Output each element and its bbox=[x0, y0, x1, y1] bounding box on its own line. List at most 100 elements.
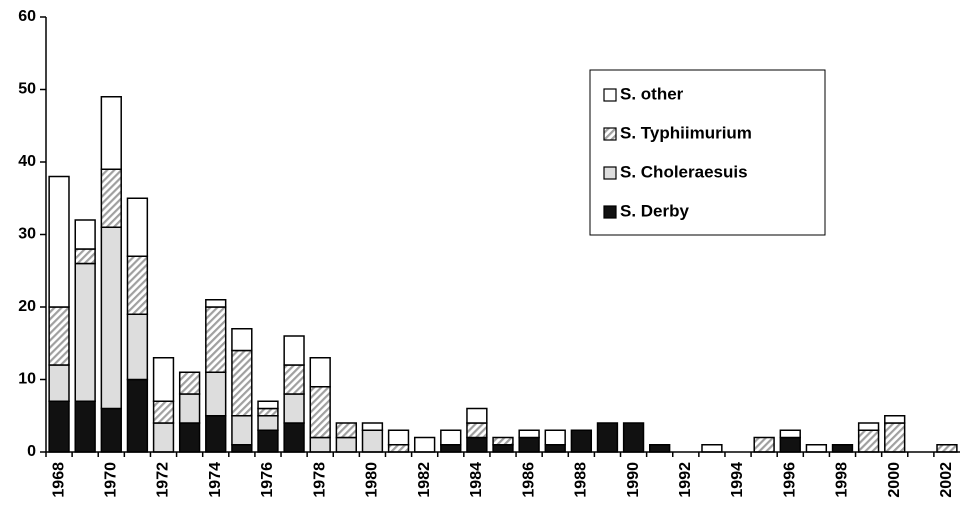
legend-label: S. other bbox=[620, 84, 684, 103]
x-tick-label: 1998 bbox=[834, 462, 851, 498]
legend-label: S. Choleraesuis bbox=[620, 162, 748, 181]
bar-segment bbox=[178, 422, 201, 453]
x-tick-label: 1976 bbox=[259, 462, 276, 498]
bar-segment bbox=[544, 429, 566, 446]
bar-segment bbox=[231, 415, 253, 446]
legend-label: S. Derby bbox=[620, 201, 690, 220]
x-tick-label: 1974 bbox=[207, 462, 224, 498]
bar-segment bbox=[466, 436, 488, 453]
bar-segment bbox=[152, 422, 175, 453]
bar-segment bbox=[231, 349, 253, 417]
bar-segment bbox=[309, 436, 331, 453]
bar-segment bbox=[126, 197, 149, 257]
x-tick-label: 2002 bbox=[938, 462, 955, 498]
bar-segment bbox=[283, 335, 305, 366]
x-tick-label: 1984 bbox=[468, 462, 485, 498]
legend-label: S. Typhiimurium bbox=[620, 123, 752, 142]
bar-segment bbox=[74, 248, 96, 265]
y-tick-label: 60 bbox=[18, 8, 36, 25]
x-tick-label: 1980 bbox=[364, 462, 381, 498]
legend: S. other S. Typhiimurium S. Choleraesuis S.… bbox=[589, 69, 826, 236]
bar-segment bbox=[492, 444, 514, 453]
x-tick-label: 1988 bbox=[573, 462, 590, 498]
bar-segment bbox=[701, 444, 723, 453]
bar-segment bbox=[205, 299, 227, 308]
y-tick-label: 0 bbox=[27, 443, 36, 460]
legend-swatch bbox=[603, 166, 617, 180]
legend-swatch bbox=[603, 127, 617, 141]
bar-segment bbox=[48, 175, 70, 308]
bar-segment bbox=[309, 357, 331, 388]
x-tick-label: 1982 bbox=[416, 462, 433, 498]
bar-segment bbox=[779, 429, 801, 439]
bar-segment bbox=[779, 436, 801, 453]
legend-swatch bbox=[603, 205, 617, 219]
bar-segment bbox=[126, 378, 149, 453]
x-tick-label: 2000 bbox=[886, 462, 903, 498]
bar-segment bbox=[152, 400, 175, 424]
y-tick-label: 40 bbox=[18, 153, 36, 170]
bar-segment bbox=[126, 255, 149, 315]
bar-segment bbox=[74, 219, 96, 250]
bar-segment bbox=[283, 364, 305, 395]
bar-segment bbox=[178, 393, 201, 424]
x-tick-label: 1970 bbox=[103, 462, 120, 498]
bar-segment bbox=[48, 306, 70, 366]
bar-segment bbox=[257, 415, 279, 431]
bar-segment bbox=[309, 386, 331, 439]
bar-segment bbox=[440, 444, 462, 453]
bar-segment bbox=[884, 422, 906, 453]
y-tick-label: 50 bbox=[18, 81, 36, 98]
bar-segment bbox=[231, 328, 253, 352]
bar-segment bbox=[152, 357, 175, 402]
bar-segment bbox=[570, 429, 593, 453]
bar-segment bbox=[518, 429, 540, 439]
bar-segment bbox=[466, 407, 488, 424]
bar-segment bbox=[857, 422, 880, 431]
bar-segment bbox=[753, 436, 775, 453]
bar-segment bbox=[100, 226, 122, 410]
y-tick-label: 30 bbox=[18, 226, 36, 243]
bar-segment bbox=[178, 371, 201, 395]
bar-segment bbox=[361, 422, 384, 431]
bar-segment bbox=[805, 444, 828, 453]
bar-segment bbox=[387, 444, 410, 453]
x-tick-label: 1968 bbox=[50, 462, 67, 498]
legend-swatch bbox=[603, 88, 617, 102]
bar-segment bbox=[518, 436, 540, 453]
legend-box bbox=[589, 69, 826, 236]
bar-segment bbox=[205, 371, 227, 417]
x-tick-label: 1996 bbox=[781, 462, 798, 498]
bar-segment bbox=[205, 415, 227, 453]
y-tick-label: 20 bbox=[18, 298, 36, 315]
bar-segment bbox=[466, 422, 488, 439]
bar-segment bbox=[440, 429, 462, 446]
x-tick-label: 1978 bbox=[311, 462, 328, 498]
bar-segment bbox=[335, 422, 357, 439]
bar-segment bbox=[649, 444, 671, 453]
bar-segment bbox=[74, 400, 96, 453]
bar-segment bbox=[205, 306, 227, 373]
x-tick-label: 1990 bbox=[625, 462, 642, 498]
bar-segment bbox=[257, 429, 279, 453]
bar-segment bbox=[361, 429, 384, 453]
y-tick-label: 10 bbox=[18, 371, 36, 388]
x-tick-label: 1972 bbox=[155, 462, 172, 498]
bar-segment bbox=[231, 444, 253, 453]
bar-segment bbox=[596, 422, 619, 453]
bar-segment bbox=[74, 262, 96, 402]
bar-segment bbox=[283, 422, 305, 453]
bar-segment bbox=[257, 400, 279, 410]
x-tick-label: 1992 bbox=[677, 462, 694, 498]
bar-segment bbox=[857, 429, 880, 453]
bar-segment bbox=[544, 444, 566, 453]
bar-segment bbox=[335, 436, 357, 453]
x-tick-label: 1986 bbox=[520, 462, 537, 498]
bar-segment bbox=[48, 400, 70, 453]
bar-segment bbox=[622, 422, 645, 453]
bar-segment bbox=[126, 313, 149, 381]
bar-segment bbox=[48, 364, 70, 402]
bar-segment bbox=[100, 168, 122, 228]
x-tick-label: 1994 bbox=[729, 462, 746, 498]
bar-segment bbox=[413, 436, 436, 453]
